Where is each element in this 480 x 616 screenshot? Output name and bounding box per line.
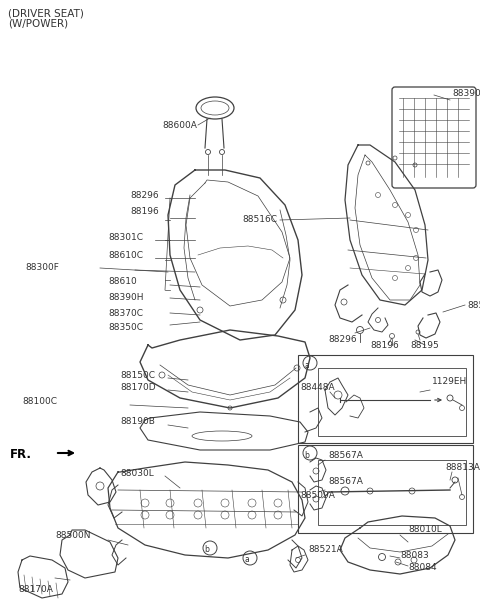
Text: 88170A: 88170A: [18, 585, 53, 594]
Circle shape: [303, 446, 317, 460]
Text: 88390N: 88390N: [452, 89, 480, 97]
Text: 1129EH: 1129EH: [432, 378, 467, 386]
Text: 88813A: 88813A: [445, 463, 480, 471]
Text: (W/POWER): (W/POWER): [8, 19, 68, 29]
Text: 88516C: 88516C: [242, 216, 277, 224]
Text: 88448A: 88448A: [300, 384, 335, 392]
Text: 88084: 88084: [408, 562, 437, 572]
Text: 88350C: 88350C: [108, 323, 143, 333]
Text: 88516C: 88516C: [467, 301, 480, 309]
Text: 88083: 88083: [400, 551, 429, 559]
Text: 88500N: 88500N: [55, 530, 91, 540]
Text: 88100C: 88100C: [22, 397, 57, 407]
Bar: [298, 445, 473, 533]
Text: 88610C: 88610C: [108, 251, 143, 259]
Text: 88190B: 88190B: [120, 418, 155, 426]
Text: 88301C: 88301C: [108, 232, 143, 241]
Text: 88567A: 88567A: [328, 450, 363, 460]
Text: 88521A: 88521A: [308, 546, 343, 554]
Text: b: b: [305, 450, 310, 460]
Text: 88296: 88296: [130, 190, 158, 200]
Text: 88567A: 88567A: [328, 477, 363, 487]
Circle shape: [203, 541, 217, 555]
Text: 88030L: 88030L: [120, 469, 154, 477]
Bar: [318, 460, 466, 525]
Text: 88296: 88296: [328, 336, 357, 344]
Text: 88300F: 88300F: [25, 264, 59, 272]
Circle shape: [243, 551, 257, 565]
Text: 88196: 88196: [130, 208, 159, 216]
Text: a: a: [305, 360, 310, 370]
Text: (DRIVER SEAT): (DRIVER SEAT): [8, 9, 84, 19]
Circle shape: [303, 356, 317, 370]
Text: a: a: [245, 556, 250, 564]
Text: 88390H: 88390H: [108, 293, 144, 302]
Text: b: b: [204, 546, 209, 554]
Text: 88196: 88196: [370, 341, 399, 349]
Text: 88370C: 88370C: [108, 309, 143, 317]
Bar: [318, 368, 466, 436]
Text: 88170D: 88170D: [120, 384, 156, 392]
Text: 88150C: 88150C: [120, 370, 155, 379]
Text: 88610: 88610: [108, 277, 137, 286]
Text: 88010L: 88010L: [408, 525, 442, 535]
Text: 88509A: 88509A: [300, 490, 335, 500]
Bar: [298, 355, 473, 443]
Text: 88195: 88195: [410, 341, 439, 349]
Text: 88600A: 88600A: [162, 121, 197, 129]
Text: FR.: FR.: [10, 448, 32, 461]
